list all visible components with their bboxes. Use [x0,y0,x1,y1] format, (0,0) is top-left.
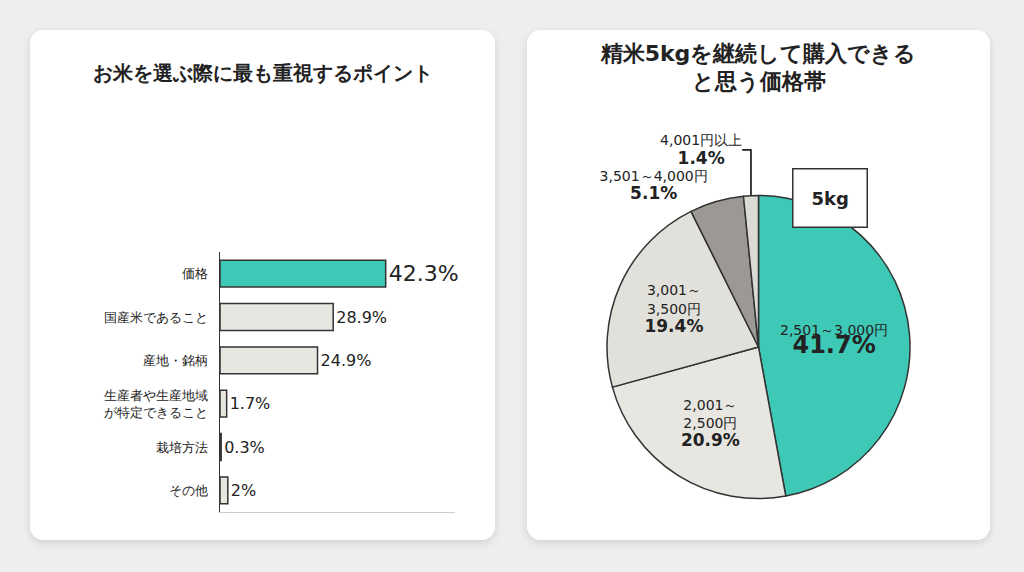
svg-text:栽培方法: 栽培方法 [156,440,208,455]
svg-text:5kg: 5kg [812,188,849,209]
svg-text:4,001円以上1.4%: 4,001円以上1.4% [660,132,742,167]
svg-text:3,501～4,000円5.1%: 3,501～4,000円5.1% [600,168,708,203]
svg-text:お米を選ぶ際に最も重視するポイント: お米を選ぶ際に最も重視するポイント [93,61,433,85]
svg-text:28.9%: 28.9% [336,308,387,327]
svg-text:42.3%: 42.3% [389,261,459,286]
svg-text:2%: 2% [231,481,256,500]
svg-text:価格: 価格 [182,266,208,281]
svg-text:2,001～2,500円20.9%: 2,001～2,500円20.9% [681,397,740,450]
svg-text:精米5kgを継続して購入できると思う価格帯: 精米5kgを継続して購入できると思う価格帯 [600,41,917,95]
svg-text:産地・銘柄: 産地・銘柄 [143,353,208,368]
svg-text:国産米であること: 国産米であること [104,310,208,325]
svg-text:0.3%: 0.3% [224,438,265,457]
svg-text:2,501～3,000円41.7%: 2,501～3,000円41.7% [780,322,888,359]
svg-text:生産者や生産地域が特定できること: 生産者や生産地域が特定できること [104,388,208,420]
svg-text:1.7%: 1.7% [230,394,271,413]
svg-text:その他: その他 [169,483,208,498]
svg-text:24.9%: 24.9% [321,351,372,370]
svg-text:3,001～3,500円19.4%: 3,001～3,500円19.4% [644,282,703,335]
